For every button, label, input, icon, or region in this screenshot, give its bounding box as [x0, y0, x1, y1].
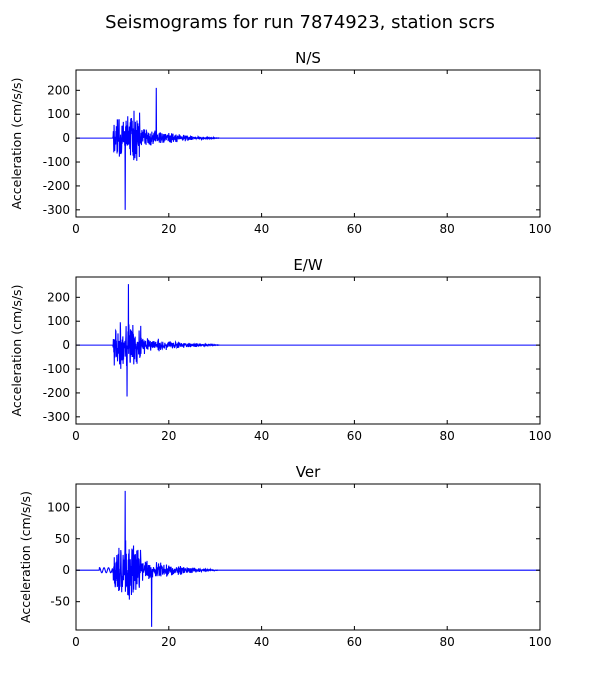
x-tick-label: 60: [347, 635, 362, 649]
panel-title-ew: E/W: [293, 256, 323, 274]
y-tick-label: 100: [47, 500, 70, 514]
x-tick-label: 80: [440, 635, 455, 649]
y-tick-label: -300: [43, 410, 70, 424]
x-tick-label: 0: [72, 222, 80, 236]
x-tick-label: 40: [254, 429, 269, 443]
x-tick-label: 20: [161, 222, 176, 236]
panel-title-ver: Ver: [296, 463, 321, 481]
panel-ew: E/W 0 20 40 60 80 100 -300 -200 -100 0 100 200 Accele…: [9, 256, 551, 443]
x-tick-label: 100: [529, 429, 552, 443]
y-tick-label: 100: [47, 314, 70, 328]
figure-title: Seismograms for run 7874923, station scr…: [105, 12, 495, 33]
y-tick-label: 100: [47, 107, 70, 121]
y-tick-label: -200: [43, 179, 70, 193]
y-axis-label-ver: Acceleration (cm/s/s): [18, 491, 33, 623]
x-tick-label: 40: [254, 222, 269, 236]
y-tick-label: 200: [47, 290, 70, 304]
y-tick-label: 50: [55, 532, 70, 546]
x-tick-label: 80: [440, 222, 455, 236]
x-tick-label: 20: [161, 429, 176, 443]
y-tick-label: -100: [43, 362, 70, 376]
y-axis-label-ns: Acceleration (cm/s/s): [9, 78, 24, 210]
x-tick-label: 60: [347, 429, 362, 443]
y-tick-label: 0: [62, 563, 70, 577]
panel-ns: N/S 0 20 40 60 80 100 -300 -200 -100 0 100 200 Accele…: [9, 49, 551, 236]
axes-frame-ver: [75, 483, 541, 631]
x-tick-label: 20: [161, 635, 176, 649]
trace-line-ns: [76, 87, 540, 210]
panel-title-ns: N/S: [295, 49, 321, 67]
y-tick-label: -300: [43, 203, 70, 217]
trace-line-ew: [76, 284, 540, 397]
panel-ver: Ver 0 20 40 60 80 100 -50 0 50 100 Acceleration (cm…: [18, 463, 551, 649]
x-tick-label: 0: [72, 635, 80, 649]
y-tick-label: 0: [62, 338, 70, 352]
y-tick-label: -200: [43, 386, 70, 400]
x-tick-label: 100: [529, 635, 552, 649]
y-tick-label: -100: [43, 155, 70, 169]
x-tick-label: 40: [254, 635, 269, 649]
panels: N/S0 20 40 60 80 100-300-200-1000100200Accele…: [9, 49, 551, 649]
y-axis-label-ew: Acceleration (cm/s/s): [9, 285, 24, 417]
y-tick-label: 200: [47, 83, 70, 97]
x-tick-label: 0: [72, 429, 80, 443]
axes-frame-ew: [75, 276, 541, 425]
y-tick-label: 0: [62, 131, 70, 145]
x-tick-label: 80: [440, 429, 455, 443]
x-tick-label: 60: [347, 222, 362, 236]
y-tick-label: -50: [50, 595, 70, 609]
x-tick-label: 100: [529, 222, 552, 236]
axes-frame-ns: [75, 69, 541, 218]
trace-line-ver: [76, 490, 540, 627]
